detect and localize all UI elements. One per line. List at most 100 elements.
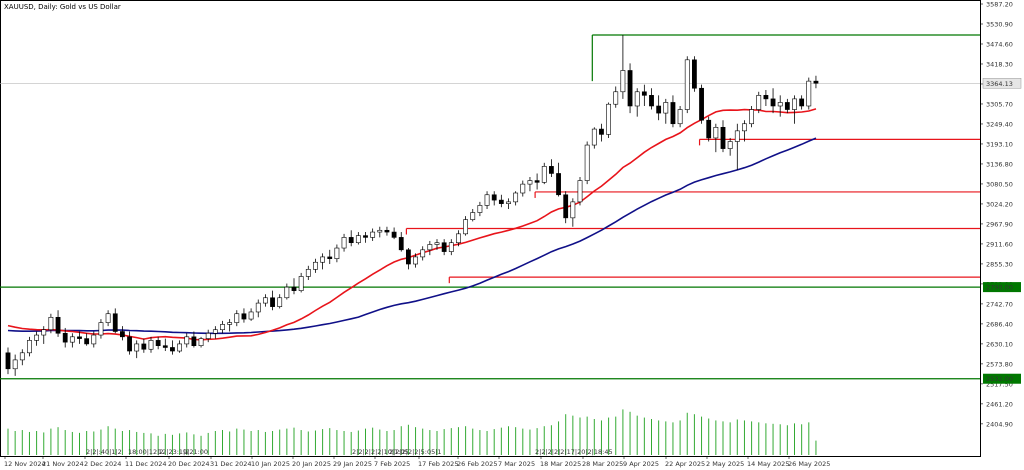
candle-body (55, 316, 61, 334)
x-tick-label: 2 May 2025 (706, 460, 744, 468)
candle-body (184, 336, 190, 345)
candle-body (548, 166, 554, 174)
x-tick-label: 31 Dec 2024 (210, 460, 252, 468)
candle-body (98, 322, 104, 336)
candle-body (441, 242, 447, 252)
candle-body (734, 130, 740, 142)
candle-body (720, 126, 726, 149)
x-tick-label: 22 Apr 2025 (665, 460, 705, 468)
candle-body (370, 231, 376, 238)
candle-body (813, 80, 819, 84)
time-annotation: 12|23:1|2 (158, 448, 189, 456)
level-price-label: 2532.00 (986, 375, 1013, 383)
candle-body (527, 180, 533, 185)
candle-body (227, 322, 233, 325)
candle-body (677, 109, 683, 125)
candle-body (484, 194, 490, 206)
candle-body (477, 205, 483, 213)
y-tick-label: 2742.70 (986, 300, 1013, 308)
candle-body (355, 235, 361, 244)
candle-body (577, 180, 583, 203)
candle-body (248, 311, 254, 320)
candle-body (784, 102, 790, 110)
candle-body (641, 91, 647, 96)
candle-body (591, 128, 597, 146)
candle-body (198, 338, 204, 347)
candle-body (27, 340, 32, 354)
candle-body (513, 192, 519, 203)
time-annotation: 2|2|2|2|2|5:05|1 (389, 448, 442, 456)
candle-body (756, 95, 762, 110)
time-annotation: 9|21:00 (183, 448, 208, 456)
y-tick-label: 3305.70 (986, 100, 1013, 108)
candle-body (627, 70, 633, 107)
candle-body (291, 286, 297, 291)
candle-body (434, 242, 440, 245)
candle-body (62, 332, 68, 343)
candle-body (506, 201, 511, 204)
y-tick-label: 2404.90 (986, 420, 1013, 428)
candle-body (170, 347, 175, 352)
candle-body (41, 329, 47, 336)
y-tick-label: 3418.30 (986, 60, 1013, 68)
current-price-box (982, 78, 1022, 89)
y-tick-label: 3136.80 (986, 160, 1013, 168)
candle-body (120, 331, 125, 338)
level-price-box (983, 282, 1021, 293)
candle-body (749, 109, 754, 125)
candle-body (491, 194, 497, 201)
plot-frame (0, 0, 981, 457)
candle-body (377, 229, 383, 233)
level-lines-layer (0, 34, 980, 380)
candle-body (12, 359, 18, 370)
candle-body (112, 313, 118, 332)
x-tick-label: 10 Jan 2025 (251, 460, 290, 468)
candle-body (398, 237, 404, 251)
price-axis: 3587.203530.903474.603418.303362.003305.… (980, 1, 1022, 428)
candle-body (470, 212, 476, 220)
candle-body (277, 297, 283, 307)
candle-body (806, 80, 812, 107)
candle-body (298, 276, 304, 291)
moving-average-layer (7, 108, 817, 341)
time-annotation: 2|2|2|2|2|10|1:05 (352, 448, 409, 456)
candle-body (620, 70, 626, 93)
candle-body (663, 102, 669, 114)
candle-body (520, 183, 526, 194)
y-tick-label: 2517.50 (986, 380, 1013, 388)
candle-body (177, 343, 182, 352)
candle-body (241, 313, 247, 320)
x-tick-label: 18 Mar 2025 (540, 460, 581, 468)
candle-body (556, 173, 561, 196)
candle-body (84, 338, 90, 345)
candle-body (456, 233, 461, 244)
y-tick-label: 2630.10 (986, 340, 1013, 348)
candle-body (255, 302, 261, 313)
candle-body (563, 194, 569, 219)
candle-body (727, 141, 733, 149)
candle-body (448, 242, 454, 252)
y-tick-label: 3587.20 (986, 1, 1013, 9)
y-tick-label: 3080.50 (986, 180, 1013, 188)
chart-title: XAUUSD, Daily: Gold vs US Dollar (4, 3, 121, 11)
candle-body (763, 95, 769, 100)
candle-body (799, 98, 805, 107)
x-tick-label: 9 Apr 2025 (623, 460, 659, 468)
candle-body (313, 261, 318, 270)
candle-body (148, 340, 154, 350)
y-tick-label: 3193.10 (986, 140, 1013, 148)
candle-body (155, 340, 161, 347)
candle-body (391, 231, 397, 238)
candle-body (427, 244, 433, 251)
y-tick-label: 2911.60 (986, 240, 1013, 248)
candle-body (191, 336, 197, 347)
x-tick-label: 17 Feb 2025 (418, 460, 458, 468)
x-tick-label: 26 Feb 2025 (457, 460, 497, 468)
x-tick-label: 11 Dec 2024 (125, 460, 167, 468)
x-tick-label: 7 Feb 2025 (374, 460, 410, 468)
x-tick-label: 29 Jan 2025 (333, 460, 372, 468)
x-tick-label: 14 May 2025 (747, 460, 789, 468)
candle-body (34, 334, 39, 341)
